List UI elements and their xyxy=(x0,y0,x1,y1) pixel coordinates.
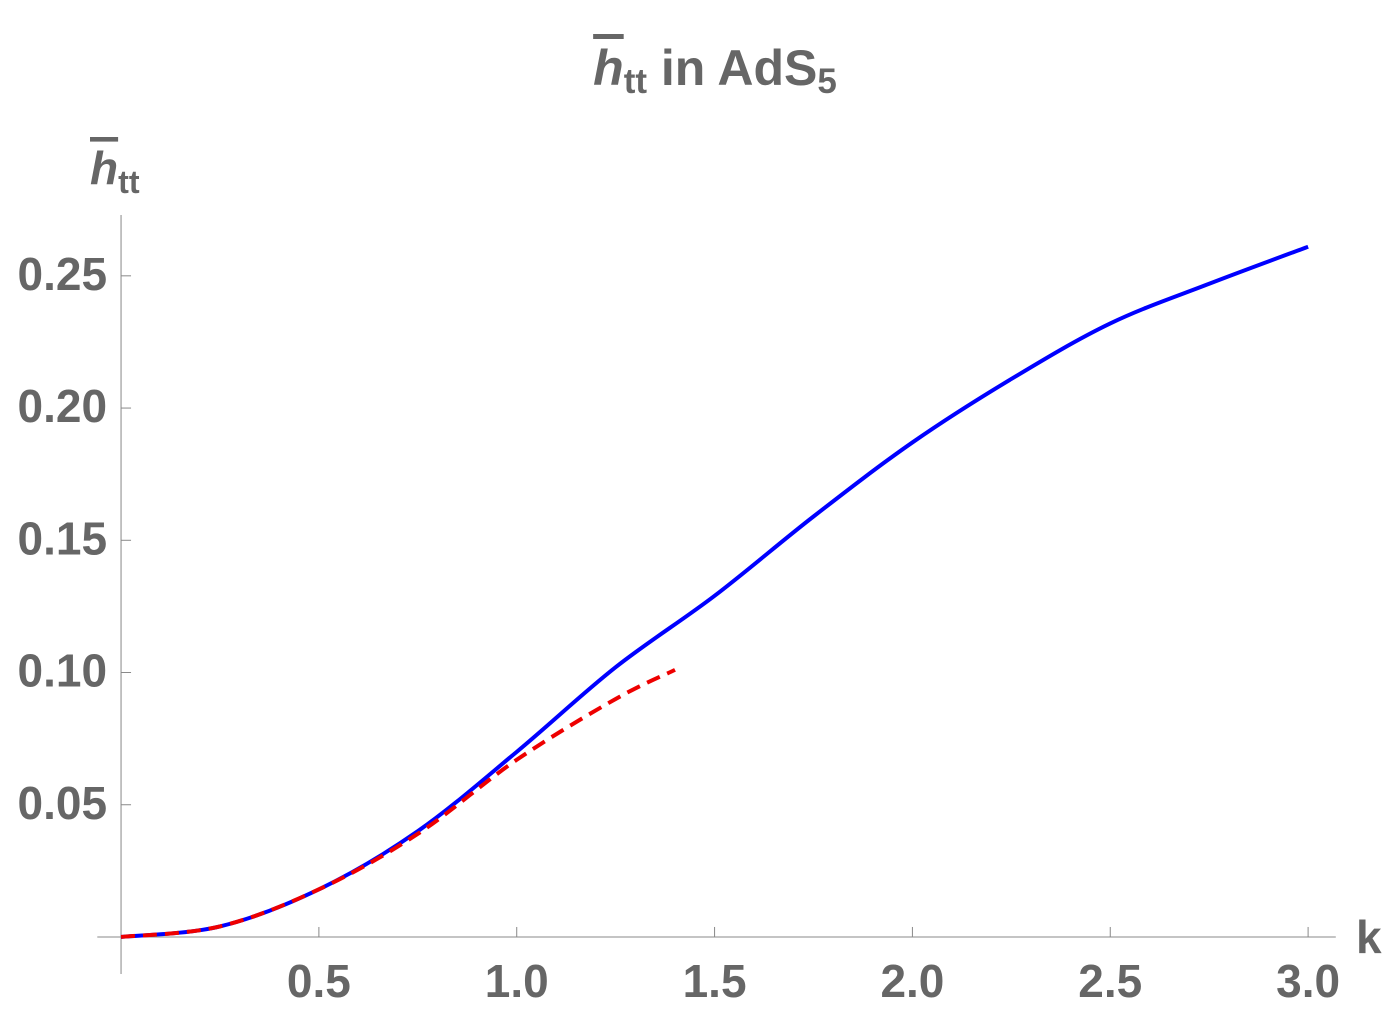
subscript: tt xyxy=(118,164,140,200)
y-axis-label: htt xyxy=(90,142,140,199)
y-tick-label: 0.05 xyxy=(18,777,108,829)
subscript: tt xyxy=(624,62,648,101)
x-tick-label: 3.0 xyxy=(1276,955,1340,1007)
data-line xyxy=(120,244,1309,939)
symbol: h xyxy=(90,142,118,194)
x-tick-label: 1.0 xyxy=(485,955,549,1007)
x-tick-label: 1.5 xyxy=(683,955,747,1007)
x-tick-label: 0.5 xyxy=(287,955,351,1007)
x-tick-label: 2.0 xyxy=(880,955,944,1007)
x-tick-label: 2.5 xyxy=(1078,955,1142,1007)
text: in AdS xyxy=(647,40,817,96)
y-tick-label: 0.10 xyxy=(18,645,108,697)
symbol: h xyxy=(593,40,624,96)
y-tick-label: 0.20 xyxy=(18,380,108,432)
y-tick-label: 0.15 xyxy=(18,512,108,564)
x-axis-label: k xyxy=(1356,911,1382,963)
y-tick-label: 0.25 xyxy=(18,248,108,300)
data-line xyxy=(120,668,676,939)
subscript: 5 xyxy=(817,62,836,101)
chart-title: htt in AdS5 xyxy=(593,40,837,101)
